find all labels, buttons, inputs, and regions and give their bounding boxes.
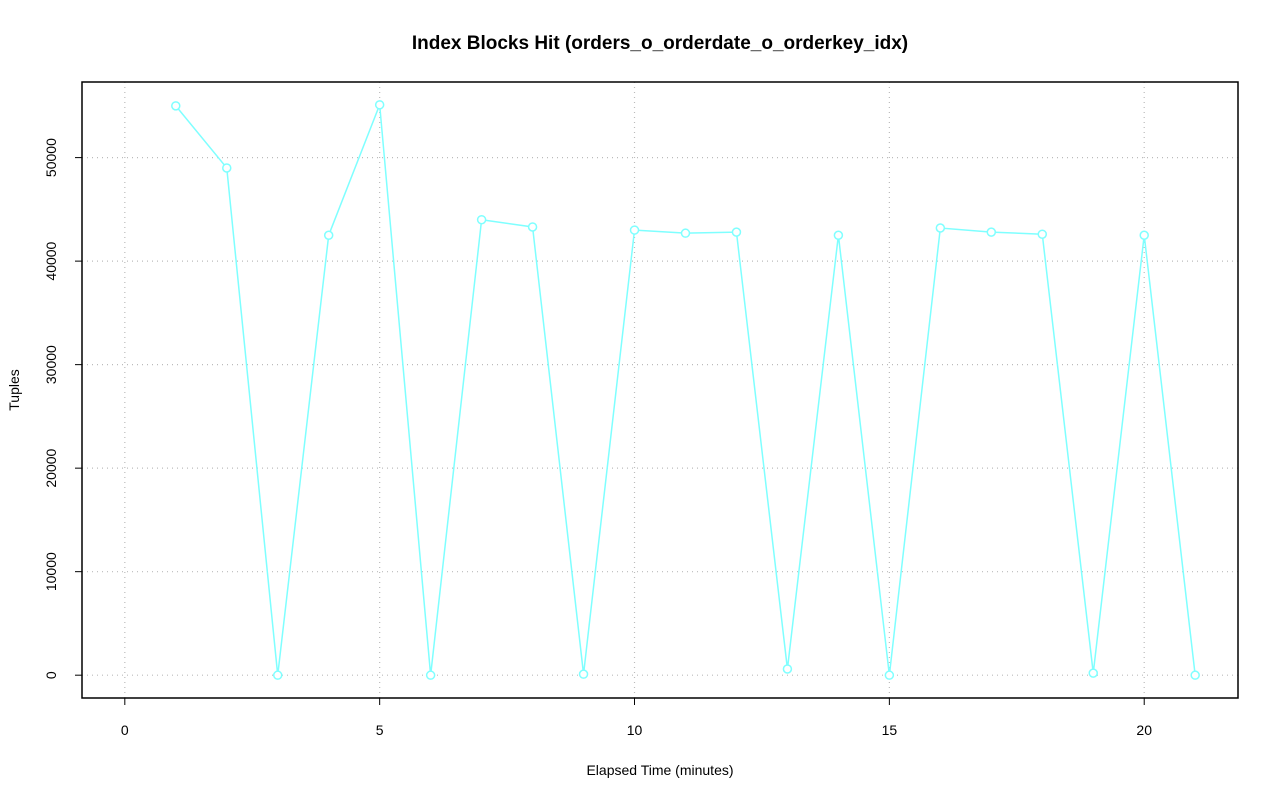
point [222, 163, 232, 173]
point [731, 227, 742, 237]
x-tick-label: 0 [121, 722, 129, 738]
point [272, 670, 283, 680]
point [425, 670, 436, 680]
y-tick-label: 50000 [43, 138, 59, 177]
y-tick-label: 0 [43, 671, 59, 679]
y-axis-label: Tuples [6, 369, 22, 411]
point [1037, 229, 1048, 239]
y-tick-label: 20000 [43, 448, 59, 487]
y-tick-label: 40000 [43, 241, 59, 280]
x-axis-label: Elapsed Time (minutes) [586, 762, 733, 778]
plot-frame [81, 81, 1239, 699]
y-tick-label: 30000 [43, 345, 59, 384]
x-tick-label: 20 [1136, 722, 1152, 738]
y-tick-label: 10000 [43, 552, 59, 591]
point [476, 214, 487, 225]
point [935, 223, 946, 233]
point [782, 664, 793, 674]
point [1088, 668, 1098, 678]
point [527, 222, 538, 232]
point [629, 225, 640, 235]
x-tick-label: 10 [627, 722, 643, 738]
x-tick-label: 15 [882, 722, 898, 738]
point [1190, 670, 1200, 680]
line [175, 104, 1196, 676]
point [1139, 230, 1149, 240]
point [833, 230, 844, 240]
point [884, 670, 895, 680]
point [578, 669, 589, 679]
point [986, 227, 997, 237]
point [171, 101, 181, 111]
point [374, 100, 385, 110]
chart-title: Index Blocks Hit (orders_o_orderdate_o_o… [412, 33, 908, 54]
point [680, 228, 691, 238]
point [323, 230, 334, 240]
x-tick-label: 5 [376, 722, 384, 738]
